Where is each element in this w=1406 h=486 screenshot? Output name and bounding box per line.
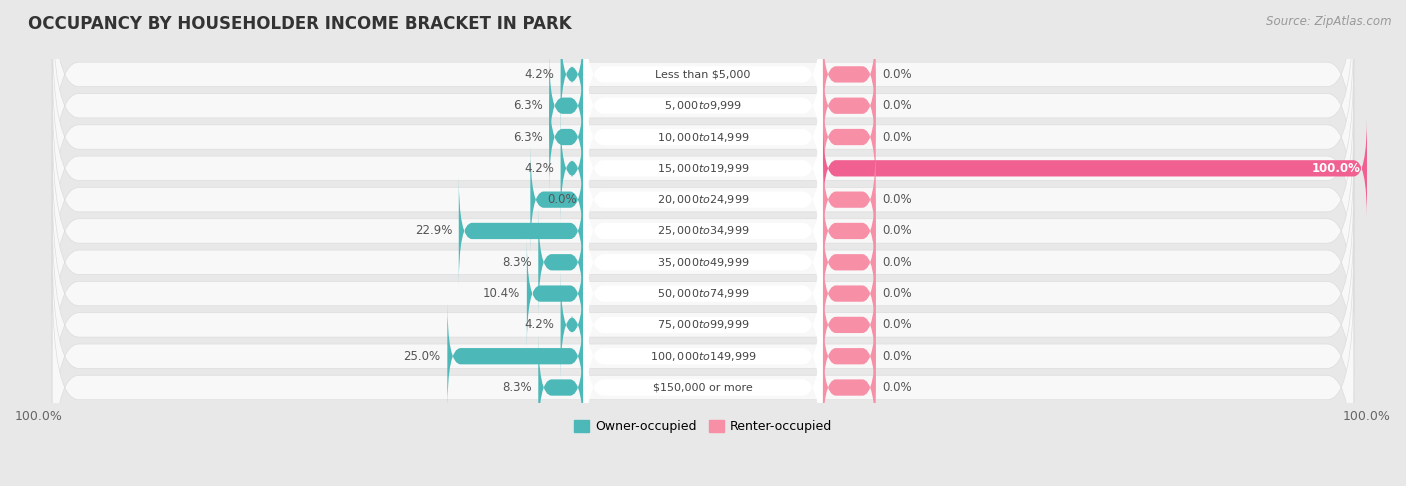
FancyBboxPatch shape xyxy=(52,24,1354,250)
Text: 4.2%: 4.2% xyxy=(524,68,554,81)
Text: 0.0%: 0.0% xyxy=(883,350,912,363)
FancyBboxPatch shape xyxy=(550,83,583,191)
Text: $100,000 to $149,999: $100,000 to $149,999 xyxy=(650,350,756,363)
FancyBboxPatch shape xyxy=(583,176,823,348)
Text: $15,000 to $19,999: $15,000 to $19,999 xyxy=(657,162,749,175)
Text: $150,000 or more: $150,000 or more xyxy=(654,382,752,393)
FancyBboxPatch shape xyxy=(458,176,583,285)
FancyBboxPatch shape xyxy=(52,212,1354,438)
FancyBboxPatch shape xyxy=(52,55,1354,281)
Text: 0.0%: 0.0% xyxy=(883,193,912,206)
Text: 6.3%: 6.3% xyxy=(513,131,543,143)
Text: 0.0%: 0.0% xyxy=(883,287,912,300)
FancyBboxPatch shape xyxy=(583,145,823,317)
FancyBboxPatch shape xyxy=(527,239,583,348)
FancyBboxPatch shape xyxy=(823,83,876,191)
FancyBboxPatch shape xyxy=(52,0,1354,219)
Text: OCCUPANCY BY HOUSEHOLDER INCOME BRACKET IN PARK: OCCUPANCY BY HOUSEHOLDER INCOME BRACKET … xyxy=(28,15,572,33)
FancyBboxPatch shape xyxy=(52,275,1354,486)
Text: 0.0%: 0.0% xyxy=(883,99,912,112)
Text: 22.9%: 22.9% xyxy=(415,225,453,238)
Text: 0.0%: 0.0% xyxy=(547,193,576,206)
FancyBboxPatch shape xyxy=(583,239,823,411)
Text: 25.0%: 25.0% xyxy=(404,350,440,363)
Text: 0.0%: 0.0% xyxy=(883,381,912,394)
FancyBboxPatch shape xyxy=(561,270,583,380)
Text: $5,000 to $9,999: $5,000 to $9,999 xyxy=(664,99,742,112)
FancyBboxPatch shape xyxy=(52,118,1354,344)
Text: $35,000 to $49,999: $35,000 to $49,999 xyxy=(657,256,749,269)
FancyBboxPatch shape xyxy=(550,51,583,160)
FancyBboxPatch shape xyxy=(823,114,1367,223)
Text: 8.3%: 8.3% xyxy=(502,381,531,394)
Text: 4.2%: 4.2% xyxy=(524,162,554,175)
Text: 0.0%: 0.0% xyxy=(883,131,912,143)
FancyBboxPatch shape xyxy=(583,83,823,254)
Text: 0.0%: 0.0% xyxy=(883,256,912,269)
Text: $25,000 to $34,999: $25,000 to $34,999 xyxy=(657,225,749,238)
FancyBboxPatch shape xyxy=(823,333,876,442)
FancyBboxPatch shape xyxy=(823,145,876,254)
Text: 10.4%: 10.4% xyxy=(482,287,520,300)
FancyBboxPatch shape xyxy=(52,149,1354,375)
Text: 6.3%: 6.3% xyxy=(513,99,543,112)
FancyBboxPatch shape xyxy=(561,114,583,223)
FancyBboxPatch shape xyxy=(823,20,876,129)
FancyBboxPatch shape xyxy=(52,180,1354,407)
FancyBboxPatch shape xyxy=(823,51,876,160)
FancyBboxPatch shape xyxy=(583,114,823,285)
Text: 0.0%: 0.0% xyxy=(883,68,912,81)
Text: $20,000 to $24,999: $20,000 to $24,999 xyxy=(657,193,749,206)
FancyBboxPatch shape xyxy=(52,243,1354,469)
FancyBboxPatch shape xyxy=(583,20,823,191)
FancyBboxPatch shape xyxy=(823,270,876,380)
FancyBboxPatch shape xyxy=(538,333,583,442)
FancyBboxPatch shape xyxy=(538,208,583,317)
FancyBboxPatch shape xyxy=(530,145,583,254)
Text: $75,000 to $99,999: $75,000 to $99,999 xyxy=(657,318,749,331)
FancyBboxPatch shape xyxy=(583,208,823,380)
FancyBboxPatch shape xyxy=(823,176,876,285)
FancyBboxPatch shape xyxy=(52,87,1354,312)
FancyBboxPatch shape xyxy=(447,302,583,411)
Text: 100.0%: 100.0% xyxy=(1312,162,1361,175)
Text: 4.2%: 4.2% xyxy=(524,318,554,331)
Text: 0.0%: 0.0% xyxy=(883,225,912,238)
FancyBboxPatch shape xyxy=(823,208,876,317)
FancyBboxPatch shape xyxy=(52,0,1354,188)
FancyBboxPatch shape xyxy=(583,302,823,473)
Text: Less than $5,000: Less than $5,000 xyxy=(655,69,751,79)
Text: $10,000 to $14,999: $10,000 to $14,999 xyxy=(657,131,749,143)
Text: 0.0%: 0.0% xyxy=(883,318,912,331)
FancyBboxPatch shape xyxy=(583,270,823,442)
Text: 8.3%: 8.3% xyxy=(502,256,531,269)
FancyBboxPatch shape xyxy=(823,239,876,348)
FancyBboxPatch shape xyxy=(583,0,823,160)
FancyBboxPatch shape xyxy=(583,51,823,223)
FancyBboxPatch shape xyxy=(561,20,583,129)
Text: $50,000 to $74,999: $50,000 to $74,999 xyxy=(657,287,749,300)
Legend: Owner-occupied, Renter-occupied: Owner-occupied, Renter-occupied xyxy=(568,415,838,438)
FancyBboxPatch shape xyxy=(823,302,876,411)
Text: Source: ZipAtlas.com: Source: ZipAtlas.com xyxy=(1267,15,1392,28)
